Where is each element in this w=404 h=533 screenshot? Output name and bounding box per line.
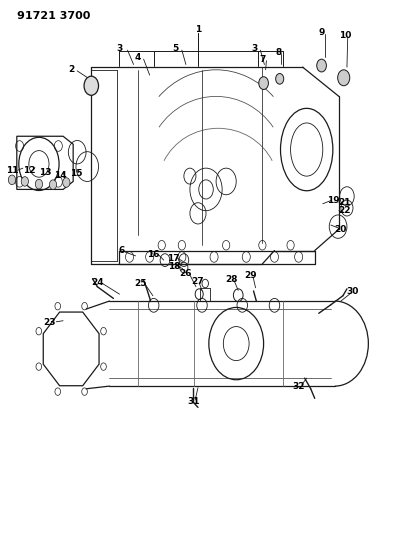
Text: 26: 26	[180, 269, 192, 278]
Text: 27: 27	[191, 277, 204, 286]
Text: 29: 29	[244, 271, 257, 280]
Text: 7: 7	[259, 55, 265, 63]
Text: 32: 32	[292, 382, 305, 391]
Circle shape	[259, 77, 268, 90]
Circle shape	[317, 59, 326, 72]
Text: 31: 31	[187, 397, 200, 406]
Text: 14: 14	[54, 171, 67, 180]
Text: 21: 21	[339, 198, 351, 207]
Text: 4: 4	[135, 53, 141, 62]
Circle shape	[21, 176, 28, 186]
Circle shape	[276, 74, 284, 84]
Circle shape	[63, 177, 70, 187]
Text: 25: 25	[135, 279, 147, 288]
Circle shape	[338, 70, 350, 86]
Circle shape	[8, 175, 16, 184]
Text: 3: 3	[116, 44, 122, 53]
Text: 18: 18	[168, 262, 180, 271]
Text: 17: 17	[168, 254, 180, 263]
Text: 19: 19	[326, 196, 339, 205]
Text: 2: 2	[68, 66, 74, 74]
Text: 1: 1	[195, 26, 201, 35]
Text: 11: 11	[6, 166, 19, 175]
Circle shape	[49, 180, 57, 189]
Text: 9: 9	[319, 28, 325, 37]
Text: 24: 24	[91, 278, 104, 287]
Text: 3: 3	[251, 44, 257, 53]
Text: 16: 16	[147, 251, 160, 260]
Text: 20: 20	[334, 225, 346, 234]
Circle shape	[84, 76, 99, 95]
Text: 23: 23	[43, 318, 55, 327]
Text: 5: 5	[173, 44, 179, 53]
Text: 6: 6	[118, 246, 124, 255]
Circle shape	[35, 179, 42, 189]
Text: 91721 3700: 91721 3700	[17, 11, 90, 21]
Text: 22: 22	[339, 206, 351, 215]
Text: 15: 15	[70, 169, 83, 178]
Text: 28: 28	[225, 274, 238, 284]
Text: 30: 30	[347, 287, 359, 296]
Text: 12: 12	[23, 166, 36, 175]
Text: 13: 13	[39, 168, 51, 177]
Text: 10: 10	[339, 31, 351, 40]
Text: 8: 8	[276, 48, 282, 56]
